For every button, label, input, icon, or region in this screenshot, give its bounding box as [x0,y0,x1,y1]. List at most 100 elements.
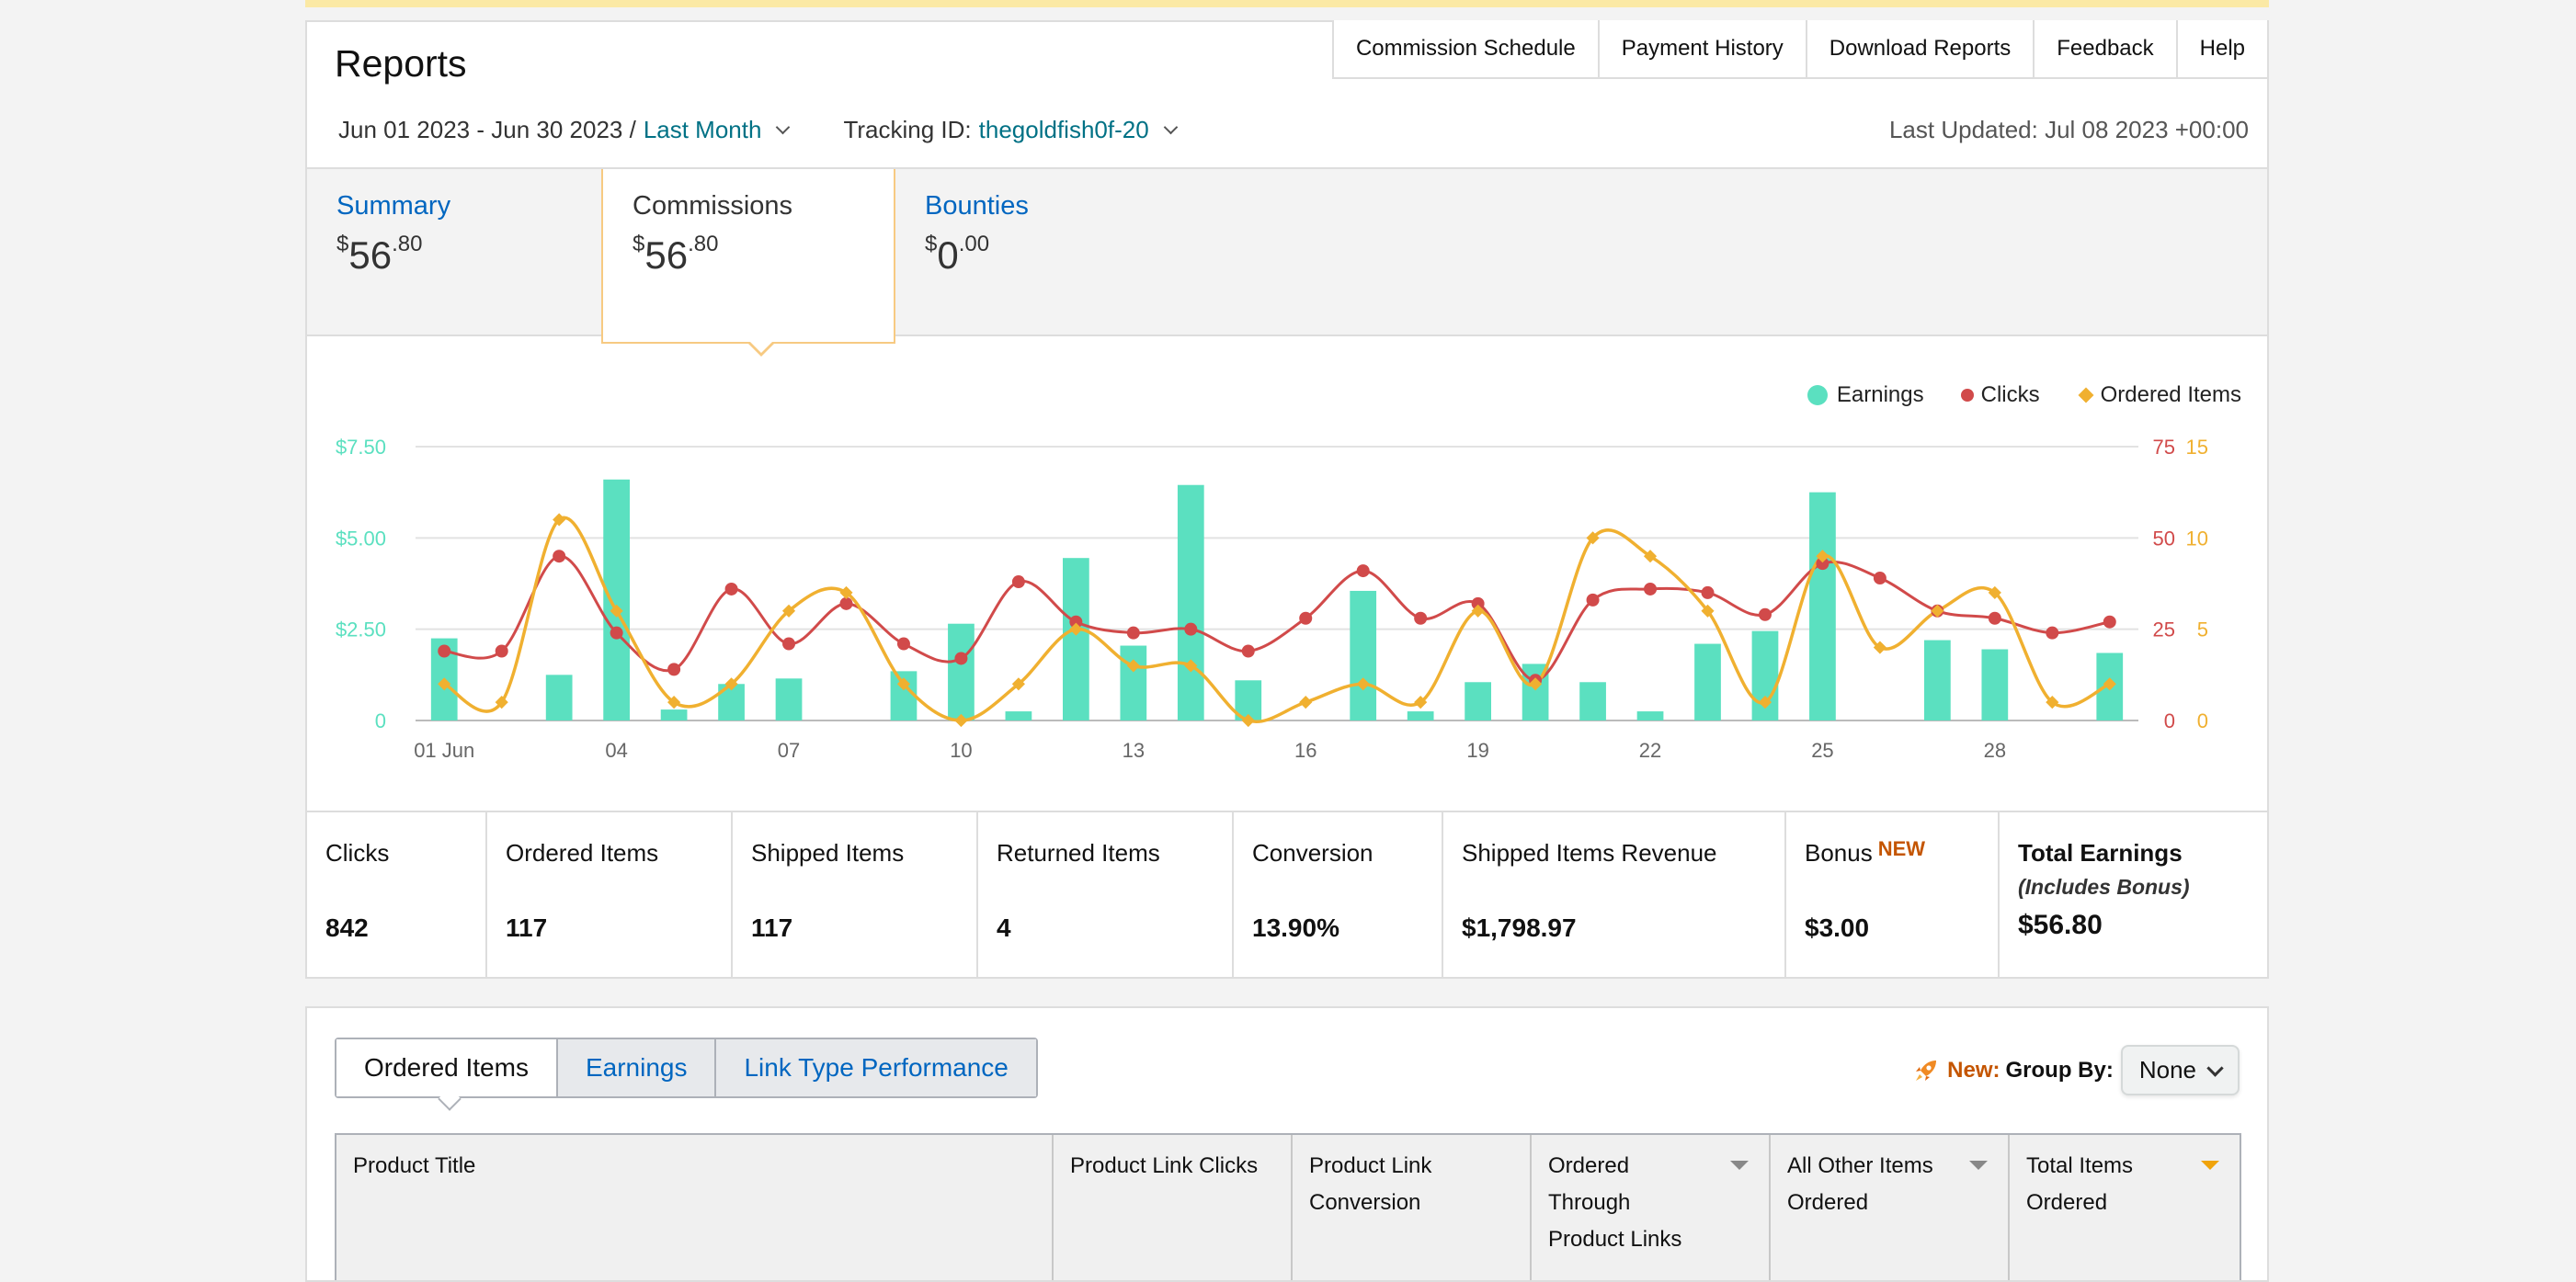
col-ordered-through-product-links[interactable]: Ordered Through Product Links [1530,1135,1769,1280]
tab-bounties-label: Bounties [925,191,1029,221]
ordered-items-point [1643,550,1658,563]
groupby-select[interactable]: None [2120,1045,2240,1095]
legend-clicks[interactable]: Clicks [1960,382,2040,408]
commission-schedule-button[interactable]: Commission Schedule [1333,20,1598,77]
col-product-title[interactable]: Product Title [336,1135,1052,1280]
clicks-point [553,550,566,563]
date-preset-dropdown[interactable]: Last Month [636,116,802,144]
y-tick-clicks: 25 [2153,618,2175,641]
col-label: Total Items Ordered [2026,1153,2134,1215]
last-updated: Last Updated: Jul 08 2023 +00:00 [1888,116,2249,143]
bounties-cents: .00 [958,232,990,256]
ordered-items-point [2103,677,2116,691]
col-product-link-clicks[interactable]: Product Link Clicks [1052,1135,1291,1280]
clicks-point [1069,615,1083,629]
clicks-point [1586,593,1600,607]
clicks-point [724,582,738,596]
earnings-bar [1120,645,1147,720]
help-button[interactable]: Help [2175,20,2267,77]
col-total-items-ordered[interactable]: Total Items Ordered [2008,1135,2240,1280]
metric-returned-items: Returned Items 4 [976,812,1232,979]
x-tick-label: 28 [1984,739,2006,762]
earnings-bar [1981,649,2009,720]
clicks-point [1356,564,1370,578]
table-panel: Ordered Items Earnings Link Type Perform… [305,1006,2269,1282]
commissions-whole: 56 [644,233,689,277]
clicks-point [1126,626,1140,640]
tab-commissions[interactable]: Commissions $56.80 [601,169,895,344]
ordered-items-point [495,696,508,709]
ordered-items-point [1011,677,1025,691]
x-tick-label: 19 [1466,739,1488,762]
legend-earnings[interactable]: Earnings [1807,382,1924,408]
commissions-cents: .80 [688,232,719,256]
y-tick-earnings: $7.50 [336,436,386,459]
tracking-id-label: Tracking ID: [843,116,972,143]
earnings-bar [1177,484,1204,720]
metric-value: 842 [325,913,369,942]
ordered-items-point [724,677,738,691]
ordered-items-point [1873,641,1886,654]
metric-label: Ordered Items [506,839,659,867]
y-tick-clicks: 50 [2153,527,2175,550]
ordered-items-point [1758,696,1772,709]
x-tick-label: 10 [950,739,972,762]
tracking-id-dropdown[interactable]: Tracking ID: thegoldfish0f-20 [843,116,1188,144]
active-tab-pointer [748,342,774,357]
earnings-bar [1350,590,1377,720]
clicks-point [1241,644,1255,658]
tab-ordered-items[interactable]: Ordered Items [336,1039,556,1096]
earnings-bar [660,709,688,720]
x-tick-label: 01 Jun [414,739,474,762]
legend-earnings-label: Earnings [1836,382,1924,407]
ordered-items-point [1988,585,2001,600]
tab-summary[interactable]: Summary $56.80 [307,169,601,335]
download-reports-button[interactable]: Download Reports [1805,20,2034,77]
bounties-currency: $ [925,232,938,256]
legend-ordered-items[interactable]: Ordered Items [2077,382,2241,408]
metric-shipped-items: Shipped Items 117 [731,812,976,979]
tab-bounties[interactable]: Bounties $0.00 [895,169,1190,335]
groupby-new-label: New: [1947,1057,2000,1083]
table-header: Product Title Product Link Clicks Produc… [335,1133,2241,1280]
col-product-link-conversion[interactable]: Product Link Conversion [1291,1135,1530,1280]
sort-active-icon [2201,1161,2219,1170]
col-all-other-items-ordered[interactable]: All Other Items Ordered [1769,1135,2008,1280]
earnings-bar [1694,643,1721,720]
x-tick-label: 16 [1294,739,1316,762]
tab-earnings[interactable]: Earnings [555,1039,715,1096]
y-tick-clicks: 0 [2164,709,2175,732]
ordered-items-point [438,677,451,691]
clicks-point [438,644,451,658]
ordered-items-point [1471,604,1485,618]
ordered-items-point [1414,696,1428,709]
chart-legend: Earnings Clicks Ordered Items [1771,382,2241,408]
clicks-point [1816,557,1829,571]
metric-clicks: Clicks 842 [307,812,485,979]
group-by-control: New: Group By: None [1912,1045,2240,1095]
feedback-button[interactable]: Feedback [2033,20,2176,77]
ordered-items-point [553,513,566,527]
groupby-value: None [2138,1056,2196,1083]
report-panel: Reports Commission Schedule Payment Hist… [305,20,2269,979]
metric-conversion: Conversion 13.90% [1232,812,1442,979]
ordered-items-point [1816,550,1829,563]
ordered-items-point [667,696,681,709]
col-label: Product Title [353,1153,476,1178]
clicks-point [1701,585,1715,599]
ordered-items-point [1126,659,1140,673]
tab-link-type-performance[interactable]: Link Type Performance [714,1039,1036,1096]
summary-currency: $ [336,232,349,256]
clicks-point [1988,611,2001,625]
metric-value: $3.00 [1805,913,1870,942]
metric-value: 4 [997,913,1011,942]
y-tick-items: 0 [2197,709,2208,732]
new-badge: NEW [1877,837,1926,860]
ordered-items-point [610,604,623,618]
metric-value: $1,798.97 [1462,913,1577,942]
date-range-text: Jun 01 2023 - Jun 30 2023 / [338,116,636,143]
commissions-amount: $56.80 [633,232,719,278]
bonus-label: Bonus [1805,839,1873,867]
groupby-label: Group By: [2005,1057,2114,1083]
payment-history-button[interactable]: Payment History [1597,20,1806,77]
